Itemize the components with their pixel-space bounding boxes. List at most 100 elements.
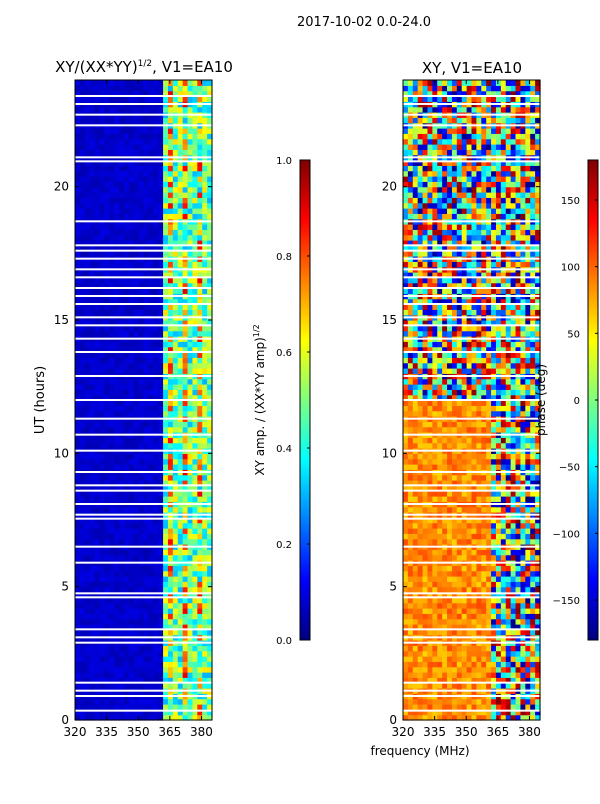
amp-cell [173,507,178,513]
phase-cell [452,645,457,651]
amp-cell [163,107,168,113]
amp-cell [178,80,183,86]
amp-cell [139,85,144,91]
amp-cell [192,389,197,395]
amp-cell [178,608,183,614]
amp-cell [134,235,139,241]
amp-gap-row [75,418,212,420]
phase-cell [486,443,491,449]
amp-cell [202,149,207,155]
amp-cell [188,357,193,363]
amp-cell [173,80,178,86]
phase-cell [520,661,525,667]
phase-cell [437,555,442,561]
phase-cell [452,565,457,571]
amp-cell [202,613,207,619]
phase-cell [432,443,437,449]
phase-cell [491,459,496,465]
amp-cell [99,656,104,662]
phase-cell [520,656,525,662]
amp-cell [95,421,100,427]
amp-cell [158,459,163,465]
amp-cell [75,165,80,171]
amp-cell [80,496,85,502]
amp-cell [134,176,139,182]
amp-cell [119,171,124,177]
amp-cell [75,507,80,513]
amp-cell [197,555,202,561]
amp-cell [153,379,158,385]
amp-cell [183,341,188,347]
amp-cell [144,117,149,123]
amp-cell [173,539,178,545]
amp-cell [90,539,95,545]
phase-cell [447,507,452,513]
phase-cell [457,704,462,710]
amp-cell [104,128,109,134]
amp-cell [90,309,95,315]
amp-cell [85,453,90,459]
phase-cell [486,645,491,651]
amp-cell [80,661,85,667]
amp-cell [75,85,80,91]
amp-cell [144,437,149,443]
amp-cell [192,192,197,198]
amp-cell [139,357,144,363]
phase-cell [511,704,516,710]
phase-cell [525,571,530,577]
phase-cell [403,651,408,657]
amp-cell [183,363,188,369]
phase-cell [413,475,418,481]
amp-cell [124,699,129,705]
phase-cell [481,651,486,657]
amp-cbtick-label: 0.6 [276,348,292,359]
phase-cell [520,496,525,502]
amp-cell [139,608,144,614]
phase-cell [501,533,506,539]
phase-cell [467,699,472,705]
amp-cell [129,368,134,374]
amp-cell [192,181,197,187]
amp-cell [144,368,149,374]
amp-cell [109,181,114,187]
phase-cell [520,587,525,593]
amp-cell [168,357,173,363]
amp-cell [183,149,188,155]
amp-cell [158,176,163,182]
amp-cell [85,661,90,667]
amp-cell [90,421,95,427]
phase-cell [511,661,516,667]
amp-cell [75,379,80,385]
amp-cell [114,309,119,315]
phase-cell [530,571,535,577]
amp-cell [119,363,124,369]
amp-gap-row [75,562,212,564]
phase-cell [457,523,462,529]
amp-cell [134,107,139,113]
amp-cell [75,645,80,651]
amp-cell [99,613,104,619]
amp-cell [119,581,124,587]
amp-cell [90,368,95,374]
phase-cell [472,571,477,577]
amp-cell [104,203,109,209]
phase-cell [491,581,496,587]
amp-cell [85,411,90,417]
amp-cell [129,421,134,427]
amp-cell [75,197,80,203]
amp-cell [119,576,124,582]
amp-cell [168,619,173,625]
amp-cell [134,475,139,481]
phase-cell [525,699,530,705]
amp-gap-row [75,250,212,252]
phase-cell [511,613,516,619]
amp-cell [153,656,158,662]
amp-cell [124,128,129,134]
amp-cell [168,224,173,230]
phase-cell [403,587,408,593]
amp-cell [153,539,158,545]
amp-cell [134,421,139,427]
amp-cell [158,437,163,443]
phase-cell [403,523,408,529]
phase-cell [530,661,535,667]
